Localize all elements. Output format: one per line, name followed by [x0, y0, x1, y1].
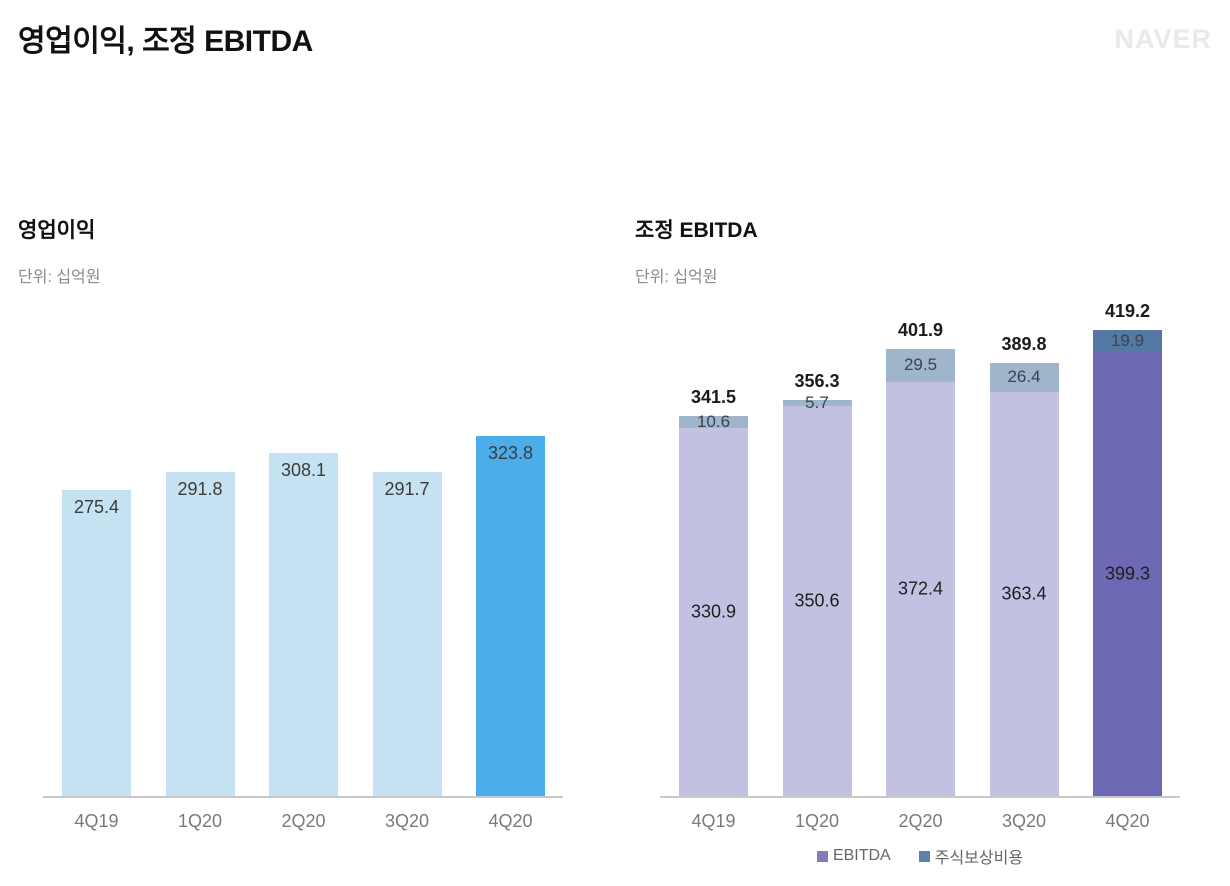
bar-value-label: 291.8	[177, 479, 223, 499]
x-axis-label-2Q20: 2Q20	[898, 811, 943, 831]
segment-stock-comp	[886, 349, 955, 382]
bar-chart-operating-profit: 275.4 4Q19 291.8 1Q20 308.1 2Q20 291.7 3Q20 323.…	[43, 298, 563, 831]
stacked-bar-1Q20: 350.6 5.7	[782, 393, 852, 796]
x-axis-label-1Q20: 1Q20	[794, 811, 840, 831]
segment-ebitda	[989, 392, 1059, 796]
unit-label-adjusted-ebitda: 단위: 십억원	[635, 269, 718, 286]
chart-title-adjusted-ebitda: 조정 EBITDA	[635, 219, 758, 242]
x-axis-label-3Q20: 3Q20	[1001, 811, 1047, 831]
legend-swatch-stock-comp-icon	[918, 850, 930, 862]
segment-stock-comp	[679, 416, 748, 428]
x-axis-label-4Q19: 4Q19	[74, 811, 119, 831]
total-value-label: 419.2	[1104, 301, 1151, 321]
unit-label-operating-profit: 단위: 십억원	[18, 269, 101, 286]
chart-legend: EBITDA 주식보상비용	[660, 844, 1180, 868]
bar-value-label: 291.7	[384, 479, 430, 499]
naver-logo: NAVER	[1114, 24, 1212, 54]
stock-comp-value-label: 26.4	[1007, 367, 1041, 386]
stacked-bar-4Q20: 399.3 19.9	[1093, 330, 1162, 796]
chart-title-operating-profit: 영업이익	[18, 219, 96, 242]
ebitda-value-label: 372.4	[897, 578, 944, 599]
total-value-label: 356.3	[794, 371, 840, 391]
legend-swatch-ebitda-icon	[816, 850, 828, 862]
bar-4Q19: 275.4	[62, 490, 131, 796]
page-title: 영업이익, 조정 EBITDA	[18, 25, 313, 58]
bar-3Q20: 291.7	[372, 472, 442, 796]
stacked-bar-4Q19: 330.9 10.6	[679, 412, 748, 796]
x-axis-label-4Q20: 4Q20	[488, 811, 533, 831]
legend-label-stock-comp: 주식보상비용	[934, 850, 1024, 867]
segment-ebitda	[782, 406, 852, 796]
bar-value-label: 275.4	[73, 497, 120, 517]
ebitda-value-label: 363.4	[1001, 583, 1047, 604]
stacked-bar-3Q20: 363.4 26.4	[989, 363, 1059, 796]
ebitda-value-label: 399.3	[1104, 563, 1151, 584]
x-axis-label-4Q19: 4Q19	[691, 811, 736, 831]
legend-item-ebitda: EBITDA	[816, 847, 891, 865]
bar-2Q20: 308.1	[269, 453, 338, 796]
total-value-label: 341.5	[690, 387, 737, 407]
total-value-label: 401.9	[897, 320, 944, 340]
segment-stock-comp	[1093, 330, 1162, 352]
stacked-bar-2Q20: 372.4 29.5	[886, 349, 955, 796]
total-value-label: 389.8	[1001, 334, 1047, 354]
bar-value-label: 308.1	[280, 460, 327, 480]
ebitda-value-label: 330.9	[690, 601, 737, 622]
x-axis-label-4Q20: 4Q20	[1105, 811, 1150, 831]
segment-ebitda	[1093, 352, 1162, 796]
bar-value-label: 323.8	[487, 443, 534, 463]
segment-stock-comp	[782, 400, 852, 406]
legend-item-stock-comp: 주식보상비용	[918, 844, 1024, 868]
x-axis-label-1Q20: 1Q20	[177, 811, 223, 831]
bar-1Q20: 291.8	[165, 472, 235, 796]
segment-ebitda	[886, 382, 955, 796]
legend-label-ebitda: EBITDA	[832, 847, 891, 864]
stock-comp-value-label: 19.9	[1110, 331, 1145, 350]
stock-comp-value-label: 10.6	[696, 412, 731, 431]
stock-comp-value-label: 29.5	[903, 355, 938, 374]
segment-stock-comp	[989, 363, 1059, 392]
bar-4Q20: 323.8	[476, 436, 545, 796]
stacked-bar-chart-adjusted-ebitda: 330.9 10.6 341.5 4Q19 350.6 5.7 356.3 1Q20 372.4…	[660, 298, 1180, 831]
segment-ebitda	[679, 428, 748, 796]
x-axis-label-3Q20: 3Q20	[384, 811, 430, 831]
ebitda-value-label: 350.6	[794, 590, 840, 611]
x-axis-label-2Q20: 2Q20	[281, 811, 326, 831]
stock-comp-value-label: 5.7	[805, 393, 829, 412]
